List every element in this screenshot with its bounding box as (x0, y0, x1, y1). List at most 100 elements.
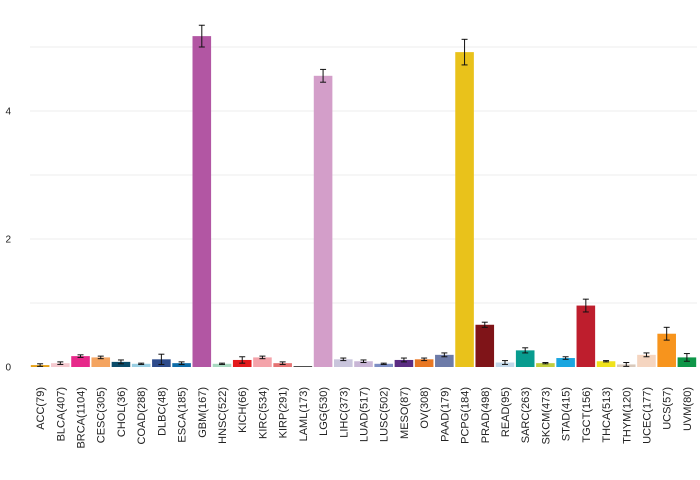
x-axis: ACC(79) BLCA(407) BRCA(1104) CESC(305) CHOL(… (35, 387, 694, 449)
x-tick-label: LUSC(502) (379, 387, 391, 442)
bar-chol (111, 361, 131, 367)
bar-kirc (253, 357, 272, 367)
bar-brca (71, 356, 90, 367)
x-tick-label: TGCT(156) (581, 387, 593, 443)
bar-lihc (333, 359, 353, 367)
error-bar (117, 359, 124, 365)
bar-gbm (192, 36, 212, 368)
x-tick-label: ESCA(185) (177, 387, 189, 443)
bar-lusc (374, 363, 394, 367)
y-tick-label: 4 (5, 107, 11, 118)
x-tick-label: KIRP(291) (278, 387, 290, 438)
error-bar (522, 347, 529, 354)
bars (30, 36, 697, 368)
error-bar (158, 353, 165, 365)
x-tick-label: COAD(288) (136, 387, 148, 444)
error-bar (400, 357, 407, 363)
x-tick-label: UCS(57) (662, 387, 674, 430)
error-bar (219, 362, 226, 365)
x-tick-label: UVM(80) (682, 387, 694, 431)
y-tick-label: 2 (5, 235, 11, 246)
error-bar (562, 356, 569, 360)
error-bar (57, 361, 64, 365)
x-tick-label: KIRC(534) (257, 387, 269, 439)
bar-prad (475, 324, 495, 367)
x-tick-label: SKCM(473) (540, 387, 552, 444)
error-bar (77, 354, 84, 358)
bar-ov (414, 359, 434, 367)
error-bar (138, 362, 145, 365)
error-bar (542, 362, 549, 365)
x-tick-label: OV(308) (419, 387, 431, 429)
bar-ucs (657, 333, 676, 367)
bar-cesc (91, 357, 111, 367)
error-bar (239, 356, 246, 364)
bar-paad (435, 354, 454, 367)
x-tick-label: CHOL(36) (116, 387, 128, 437)
bar-meso (394, 359, 414, 367)
bar-sarc (515, 350, 535, 367)
error-bar (603, 360, 610, 363)
bar-thca (596, 361, 616, 367)
bar-stad (556, 358, 575, 367)
error-bar (481, 321, 488, 328)
error-bar (320, 68, 327, 83)
error-bar (623, 362, 630, 367)
error-bar (501, 360, 508, 365)
bar-esca (172, 363, 191, 367)
error-bar (582, 298, 589, 313)
bar-tgct (576, 305, 596, 367)
y-tick-label: 0 (5, 363, 11, 374)
bar-kirp (273, 363, 292, 367)
x-tick-label: CESC(305) (96, 387, 108, 443)
error-bar (198, 24, 205, 48)
x-tick-label: DLBC(48) (156, 387, 168, 436)
grid-lines (30, 46, 697, 304)
x-tick-label: THCA(513) (601, 387, 613, 443)
x-tick-label: GBM(167) (197, 387, 209, 438)
error-bars (37, 24, 690, 367)
error-bar (37, 363, 44, 367)
x-tick-label: ACC(79) (35, 387, 47, 430)
x-tick-label: BLCA(407) (55, 387, 67, 441)
error-bar (683, 353, 690, 362)
error-bar (380, 362, 387, 365)
x-tick-label: BRCA(1104) (76, 387, 88, 449)
error-bar (663, 326, 670, 341)
x-tick-label: MESO(87) (399, 387, 411, 439)
error-bar (178, 361, 185, 365)
bar-pcpg (455, 52, 474, 368)
x-tick-label: PAAD(179) (439, 387, 451, 442)
x-tick-label: THYM(120) (621, 387, 633, 444)
bar-ucec (637, 354, 656, 367)
y-axis: 0 2 4 (5, 107, 11, 374)
error-bar (279, 361, 286, 365)
x-tick-label: STAD(415) (561, 387, 573, 441)
x-tick-label: PCPG(184) (460, 387, 472, 444)
x-tick-label: KICH(66) (237, 387, 249, 433)
error-bar (340, 357, 347, 362)
x-tick-label: PRAD(498) (480, 387, 492, 443)
bar-laml (293, 366, 313, 367)
x-tick-label: HNSC(522) (217, 387, 229, 444)
x-tick-label: LGG(530) (318, 387, 330, 436)
bar-luad (354, 361, 373, 367)
x-tick-label: SARC(263) (520, 387, 532, 443)
error-bar (421, 357, 428, 362)
x-tick-label: READ(95) (500, 387, 512, 437)
x-tick-label: LUAD(517) (359, 387, 371, 442)
error-bar (643, 352, 650, 358)
bar-lgg (313, 75, 333, 368)
error-bar (461, 38, 468, 66)
bar-uvm (677, 357, 697, 367)
x-tick-label: LAML(173) (298, 387, 310, 441)
error-bar (360, 359, 367, 364)
bar-blca (51, 363, 70, 367)
bar-hnsc (212, 363, 232, 367)
bar-coad (131, 363, 151, 367)
x-tick-label: UCEC(177) (641, 387, 653, 444)
error-bar (441, 352, 448, 358)
x-tick-label: LIHC(373) (338, 387, 350, 438)
error-bar (259, 355, 266, 360)
